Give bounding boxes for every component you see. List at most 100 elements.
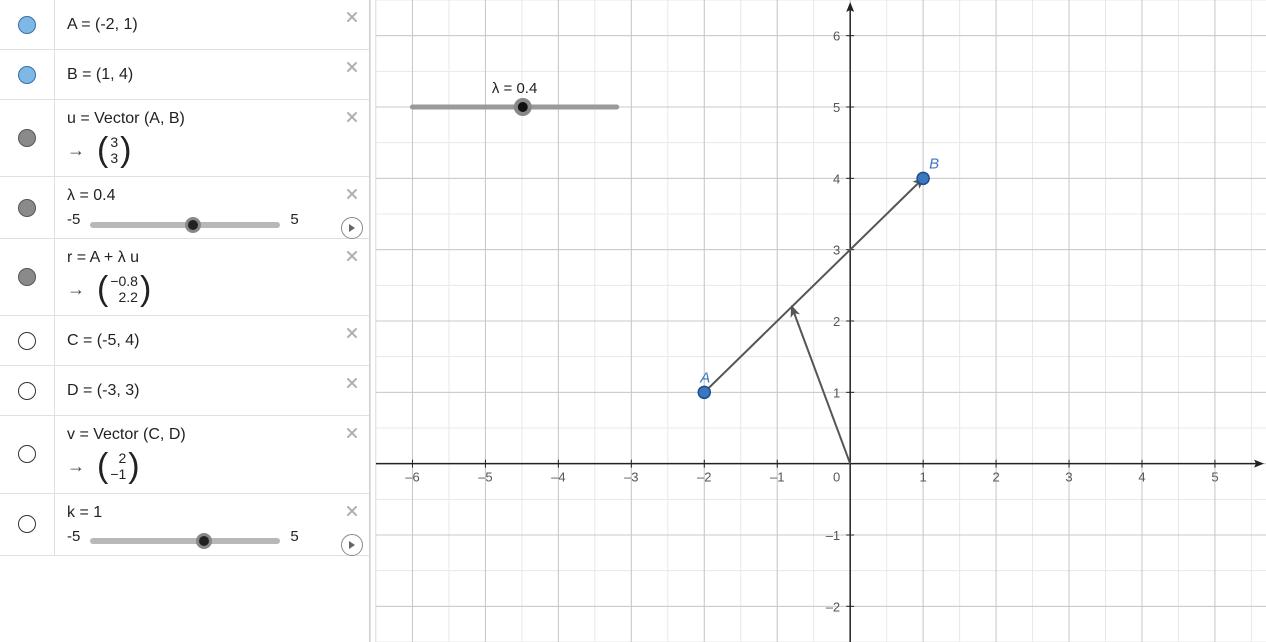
expression-text: λ = 0.4 bbox=[67, 187, 329, 205]
algebra-row[interactable]: u = Vector (A, B)→(33) bbox=[0, 100, 369, 177]
slider-thumb-inner bbox=[199, 536, 209, 546]
algebra-row[interactable]: A = (-2, 1) bbox=[0, 0, 369, 50]
x-tick-label: 3 bbox=[1065, 470, 1072, 485]
algebra-row[interactable]: B = (1, 4) bbox=[0, 50, 369, 100]
vector-top: 3 bbox=[110, 134, 118, 150]
x-tick-label: –6 bbox=[405, 470, 419, 485]
delete-button[interactable] bbox=[343, 185, 361, 203]
vector-value: →(2−1) bbox=[67, 450, 329, 482]
play-button[interactable] bbox=[341, 217, 363, 239]
y-tick-label: 4 bbox=[833, 171, 840, 186]
app-root: A = (-2, 1) B = (1, 4) u = Vector (A, B) →(… bbox=[0, 0, 1266, 642]
x-tick-label: –1 bbox=[770, 470, 784, 485]
algebra-sidebar[interactable]: A = (-2, 1) B = (1, 4) u = Vector (A, B) →(… bbox=[0, 0, 370, 642]
visibility-toggle[interactable] bbox=[0, 50, 55, 99]
play-icon bbox=[347, 223, 357, 233]
visibility-toggle[interactable] bbox=[0, 100, 55, 176]
algebra-row[interactable]: λ = 0.4 -55 bbox=[0, 177, 369, 239]
delete-button[interactable] bbox=[343, 324, 361, 342]
x-tick-label: 2 bbox=[992, 470, 999, 485]
visibility-toggle[interactable] bbox=[0, 177, 55, 238]
close-icon bbox=[345, 376, 359, 390]
play-button[interactable] bbox=[341, 534, 363, 556]
algebra-row[interactable]: r = A + λ u →(−0.82.2) bbox=[0, 239, 369, 316]
close-icon bbox=[345, 110, 359, 124]
delete-button[interactable] bbox=[343, 8, 361, 26]
vector-bot: −1 bbox=[110, 466, 126, 482]
algebra-cell[interactable]: C = (-5, 4) bbox=[55, 316, 369, 365]
visibility-bullet-icon bbox=[18, 268, 36, 286]
visibility-bullet-icon bbox=[18, 515, 36, 533]
x-tick-label: 4 bbox=[1138, 470, 1145, 485]
visibility-toggle[interactable] bbox=[0, 366, 55, 415]
close-icon bbox=[345, 504, 359, 518]
algebra-cell[interactable]: r = A + λ u →(−0.82.2) bbox=[55, 239, 369, 315]
visibility-toggle[interactable] bbox=[0, 239, 55, 315]
close-icon bbox=[345, 249, 359, 263]
algebra-row[interactable]: v = Vector (C, D)→(2−1) bbox=[0, 416, 369, 493]
algebra-row[interactable]: D = (-3, 3) bbox=[0, 366, 369, 416]
point-B[interactable] bbox=[917, 172, 929, 184]
expression-text: B = (1, 4) bbox=[67, 66, 329, 84]
algebra-cell[interactable]: u = Vector (A, B)→(33) bbox=[55, 100, 369, 176]
close-icon bbox=[345, 326, 359, 340]
algebra-cell[interactable]: B = (1, 4) bbox=[55, 50, 369, 99]
arrow-icon: → bbox=[67, 140, 85, 161]
vector-value: →(−0.82.2) bbox=[67, 273, 329, 305]
delete-button[interactable] bbox=[343, 108, 361, 126]
y-tick-label: 2 bbox=[833, 314, 840, 329]
expression-text: k = 1 bbox=[67, 504, 329, 522]
visibility-toggle[interactable] bbox=[0, 416, 55, 492]
close-icon bbox=[345, 60, 359, 74]
canvas-slider-thumb-inner bbox=[518, 102, 528, 112]
graphics-view[interactable]: –6–5–4–3–2–112345–2–11234560ABλ = 0.4 bbox=[376, 0, 1266, 642]
algebra-cell[interactable]: D = (-3, 3) bbox=[55, 366, 369, 415]
vector-top: −0.8 bbox=[110, 273, 138, 289]
y-tick-label: –1 bbox=[826, 528, 840, 543]
algebra-row[interactable]: C = (-5, 4) bbox=[0, 316, 369, 366]
play-icon bbox=[347, 540, 357, 550]
slider-track[interactable] bbox=[90, 538, 280, 544]
algebra-cell[interactable]: k = 1 -5 5 bbox=[55, 494, 369, 555]
expression-text: D = (-3, 3) bbox=[67, 382, 329, 400]
visibility-toggle[interactable] bbox=[0, 494, 55, 555]
slider-track[interactable] bbox=[90, 222, 280, 228]
slider-thumb[interactable] bbox=[185, 217, 201, 233]
algebra-cell[interactable]: λ = 0.4 -55 bbox=[55, 177, 369, 238]
delete-button[interactable] bbox=[343, 424, 361, 442]
visibility-bullet-icon bbox=[18, 445, 36, 463]
slider-max: 5 bbox=[290, 528, 298, 545]
delete-button[interactable] bbox=[343, 374, 361, 392]
visibility-toggle[interactable] bbox=[0, 0, 55, 49]
point-label-A: A bbox=[699, 369, 710, 386]
canvas-slider-label: λ = 0.4 bbox=[492, 80, 537, 97]
algebra-cell[interactable]: v = Vector (C, D)→(2−1) bbox=[55, 416, 369, 492]
slider-thumb[interactable] bbox=[196, 533, 212, 549]
y-tick-label: 5 bbox=[833, 100, 840, 115]
arrow-icon: → bbox=[67, 279, 85, 300]
y-tick-label: –2 bbox=[826, 599, 840, 614]
y-tick-label: 6 bbox=[833, 29, 840, 44]
y-tick-label: 3 bbox=[833, 243, 840, 258]
vector-arrow[interactable] bbox=[792, 307, 850, 464]
point-A[interactable] bbox=[698, 386, 710, 398]
visibility-bullet-icon bbox=[18, 16, 36, 34]
delete-button[interactable] bbox=[343, 247, 361, 265]
close-icon bbox=[345, 10, 359, 24]
delete-button[interactable] bbox=[343, 502, 361, 520]
y-tick-label: 1 bbox=[833, 385, 840, 400]
visibility-toggle[interactable] bbox=[0, 316, 55, 365]
close-icon bbox=[345, 187, 359, 201]
vector-bot: 2.2 bbox=[110, 289, 138, 305]
x-tick-label: 5 bbox=[1211, 470, 1218, 485]
slider-min: -5 bbox=[67, 211, 80, 228]
slider-min: -5 bbox=[67, 528, 80, 545]
algebra-cell[interactable]: A = (-2, 1) bbox=[55, 0, 369, 49]
x-tick-label: –4 bbox=[551, 470, 565, 485]
expression-text: r = A + λ u bbox=[67, 249, 329, 267]
expression-text: u = Vector (A, B) bbox=[67, 110, 329, 128]
algebra-row[interactable]: k = 1 -5 5 bbox=[0, 494, 369, 556]
delete-button[interactable] bbox=[343, 58, 361, 76]
graph-canvas[interactable]: –6–5–4–3–2–112345–2–11234560ABλ = 0.4 bbox=[376, 0, 1266, 642]
slider-row: -55 bbox=[67, 211, 329, 228]
